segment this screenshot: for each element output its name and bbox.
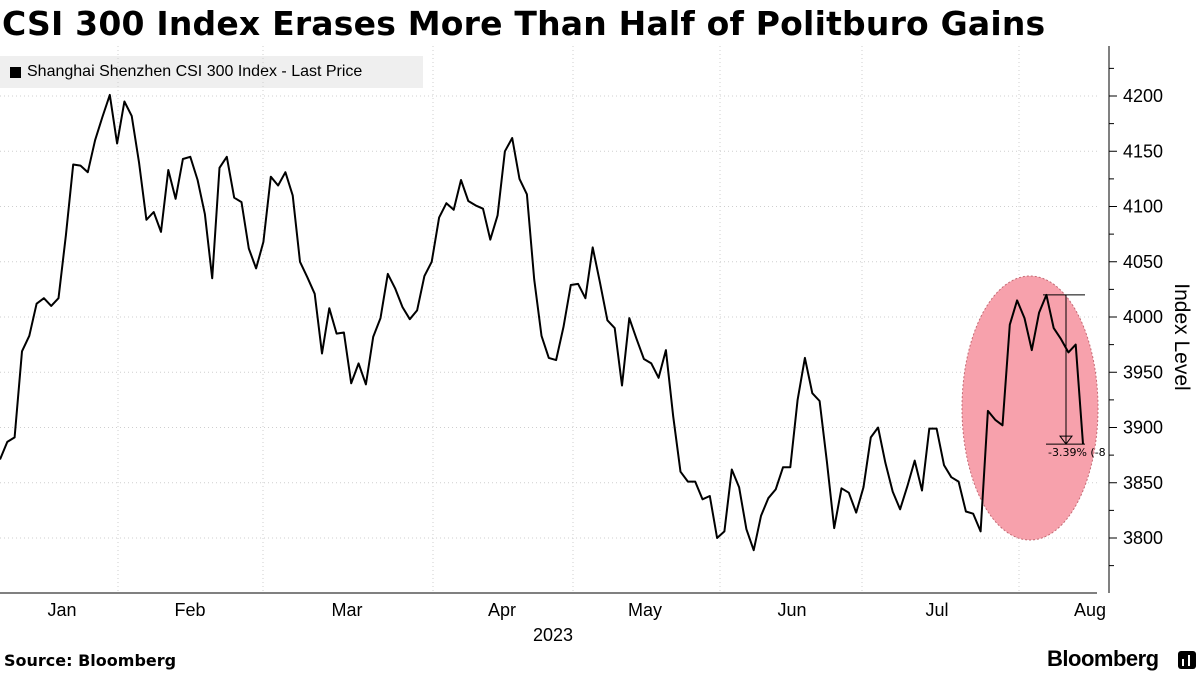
highlight-ellipse	[961, 275, 1099, 541]
x-tick-label: May	[628, 600, 662, 620]
source-note: Source: Bloomberg	[4, 651, 177, 670]
y-tick-label: 4000	[1123, 307, 1163, 327]
x-axis-label: 2023	[533, 625, 573, 645]
legend-label: Shanghai Shenzhen CSI 300 Index - Last P…	[27, 63, 363, 80]
change-annotation: -3.39% (-8	[1048, 446, 1106, 459]
terminal-icon	[1178, 651, 1196, 669]
grid	[0, 46, 1097, 593]
chart-title: CSI 300 Index Erases More Than Half of P…	[2, 4, 1046, 43]
y-tick-label: 3800	[1123, 528, 1163, 548]
legend: Shanghai Shenzhen CSI 300 Index - Last P…	[0, 56, 423, 88]
y-tick-label: 3900	[1123, 418, 1163, 438]
y-tick-label: 4150	[1123, 141, 1163, 161]
measure-arrowhead	[1059, 435, 1073, 445]
y-tick-label: 3950	[1123, 362, 1163, 382]
y-axis-label: Index Level	[1170, 283, 1193, 390]
x-tick-label: Mar	[332, 600, 363, 620]
x-tick-label: Jun	[777, 600, 806, 620]
y-tick-label: 4100	[1123, 197, 1163, 217]
bloomberg-logo: Bloomberg	[1047, 646, 1159, 671]
y-tick-label: 4200	[1123, 86, 1163, 106]
x-tick-label: Aug	[1074, 600, 1106, 620]
axes: 3800 3850 3900 3950 4000 4050 4100 4150 4200 Jan F…	[0, 46, 1163, 620]
y-tick-label: 3850	[1123, 473, 1163, 493]
change-measure	[1043, 294, 1085, 445]
series-line	[0, 93, 1084, 552]
x-tick-label: Apr	[488, 600, 516, 620]
x-tick-label: Jan	[47, 600, 76, 620]
x-tick-label: Jul	[925, 600, 948, 620]
y-tick-label: 4050	[1123, 252, 1163, 272]
legend-swatch	[10, 66, 21, 78]
x-tick-label: Feb	[174, 600, 205, 620]
